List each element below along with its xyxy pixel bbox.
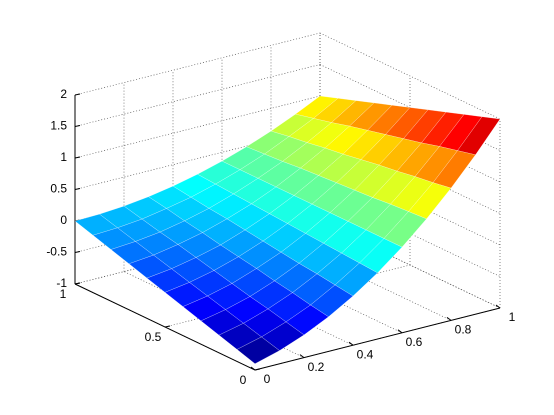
grid-line bbox=[74, 95, 321, 159]
y-tick-label: 1 bbox=[60, 287, 67, 301]
tick-mark bbox=[74, 125, 81, 127]
tick-mark bbox=[348, 341, 354, 346]
tick-mark bbox=[164, 325, 171, 328]
y-tick-label: 0 bbox=[240, 373, 247, 387]
z-tick-label: 0.5 bbox=[50, 182, 67, 196]
tick-mark bbox=[397, 329, 403, 334]
tick-mark bbox=[250, 366, 256, 371]
y-tick-label: 0.5 bbox=[145, 330, 162, 344]
tick-mark bbox=[74, 251, 81, 253]
x-tick-label: 0.6 bbox=[406, 335, 423, 349]
x-tick-label: 0.4 bbox=[357, 347, 374, 361]
z-tick-label: -0.5 bbox=[46, 245, 67, 259]
tick-mark bbox=[254, 368, 261, 371]
tick-mark bbox=[495, 304, 501, 309]
x-tick-label: 0.2 bbox=[308, 360, 325, 374]
surface-patch bbox=[236, 336, 280, 364]
axis-line bbox=[254, 307, 501, 371]
z-tick-label: 2 bbox=[60, 87, 67, 101]
tick-mark bbox=[74, 188, 81, 190]
tick-mark bbox=[299, 354, 305, 359]
tick-mark bbox=[74, 282, 81, 285]
grid-line bbox=[319, 32, 501, 120]
grid-line bbox=[74, 32, 321, 96]
z-tick-label: 1.5 bbox=[50, 119, 67, 133]
x-tick-label: 0.8 bbox=[455, 323, 472, 337]
z-tick-label: 1 bbox=[60, 150, 67, 164]
x-tick-label: 1 bbox=[509, 310, 516, 324]
z-tick-label: -1 bbox=[56, 276, 67, 290]
z-tick-label: 0 bbox=[60, 213, 67, 227]
tick-mark bbox=[74, 156, 81, 159]
x-tick-label: 0 bbox=[264, 372, 271, 386]
tick-mark bbox=[446, 316, 452, 321]
tick-mark bbox=[74, 93, 81, 96]
grid-line bbox=[74, 64, 321, 127]
